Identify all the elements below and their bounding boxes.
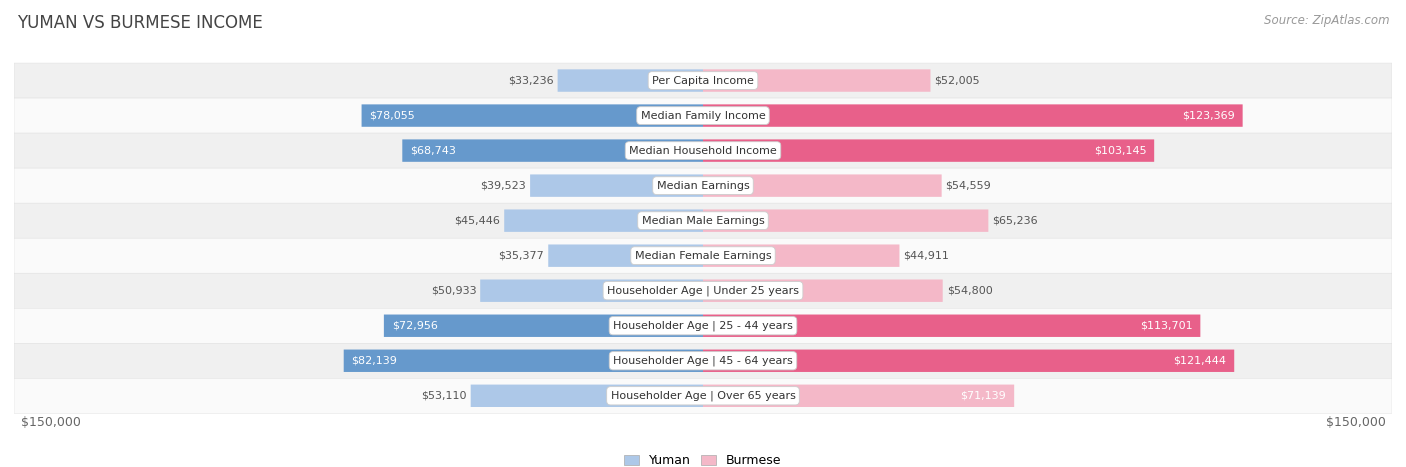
FancyBboxPatch shape <box>14 308 1392 343</box>
FancyBboxPatch shape <box>703 244 900 267</box>
Text: Householder Age | Under 25 years: Householder Age | Under 25 years <box>607 285 799 296</box>
Legend: Yuman, Burmese: Yuman, Burmese <box>619 449 787 467</box>
Text: $103,145: $103,145 <box>1094 146 1146 156</box>
Text: Per Capita Income: Per Capita Income <box>652 76 754 85</box>
Text: $39,523: $39,523 <box>481 181 526 191</box>
FancyBboxPatch shape <box>361 104 703 127</box>
Text: Median Female Earnings: Median Female Earnings <box>634 251 772 261</box>
FancyBboxPatch shape <box>481 279 703 302</box>
Text: YUMAN VS BURMESE INCOME: YUMAN VS BURMESE INCOME <box>17 14 263 32</box>
Text: $123,369: $123,369 <box>1182 111 1234 120</box>
Text: Householder Age | 45 - 64 years: Householder Age | 45 - 64 years <box>613 355 793 366</box>
FancyBboxPatch shape <box>703 174 942 197</box>
Text: $78,055: $78,055 <box>370 111 415 120</box>
Text: $50,933: $50,933 <box>430 286 477 296</box>
FancyBboxPatch shape <box>505 209 703 232</box>
Text: $82,139: $82,139 <box>352 356 398 366</box>
Text: $65,236: $65,236 <box>993 216 1038 226</box>
FancyBboxPatch shape <box>703 209 988 232</box>
FancyBboxPatch shape <box>14 273 1392 308</box>
Text: $54,559: $54,559 <box>946 181 991 191</box>
Text: $52,005: $52,005 <box>935 76 980 85</box>
Text: $45,446: $45,446 <box>454 216 501 226</box>
FancyBboxPatch shape <box>530 174 703 197</box>
Text: Median Family Income: Median Family Income <box>641 111 765 120</box>
Text: $35,377: $35,377 <box>499 251 544 261</box>
FancyBboxPatch shape <box>703 139 1154 162</box>
FancyBboxPatch shape <box>703 279 942 302</box>
FancyBboxPatch shape <box>14 133 1392 168</box>
FancyBboxPatch shape <box>14 203 1392 238</box>
Text: $71,139: $71,139 <box>960 391 1007 401</box>
FancyBboxPatch shape <box>402 139 703 162</box>
FancyBboxPatch shape <box>14 238 1392 273</box>
Text: $44,911: $44,911 <box>904 251 949 261</box>
Text: $150,000: $150,000 <box>21 416 80 429</box>
Text: Householder Age | Over 65 years: Householder Age | Over 65 years <box>610 390 796 401</box>
FancyBboxPatch shape <box>343 349 703 372</box>
FancyBboxPatch shape <box>703 349 1234 372</box>
Text: $33,236: $33,236 <box>508 76 554 85</box>
Text: Median Earnings: Median Earnings <box>657 181 749 191</box>
Text: $54,800: $54,800 <box>946 286 993 296</box>
FancyBboxPatch shape <box>548 244 703 267</box>
FancyBboxPatch shape <box>703 104 1243 127</box>
FancyBboxPatch shape <box>14 98 1392 133</box>
Text: $113,701: $113,701 <box>1140 321 1192 331</box>
Text: Median Household Income: Median Household Income <box>628 146 778 156</box>
FancyBboxPatch shape <box>703 315 1201 337</box>
FancyBboxPatch shape <box>14 168 1392 203</box>
Text: $53,110: $53,110 <box>422 391 467 401</box>
FancyBboxPatch shape <box>471 385 703 407</box>
FancyBboxPatch shape <box>384 315 703 337</box>
FancyBboxPatch shape <box>14 378 1392 413</box>
FancyBboxPatch shape <box>14 63 1392 98</box>
Text: $72,956: $72,956 <box>392 321 437 331</box>
FancyBboxPatch shape <box>558 69 703 92</box>
Text: Source: ZipAtlas.com: Source: ZipAtlas.com <box>1264 14 1389 27</box>
Text: $150,000: $150,000 <box>1326 416 1385 429</box>
Text: $121,444: $121,444 <box>1174 356 1226 366</box>
FancyBboxPatch shape <box>703 385 1014 407</box>
FancyBboxPatch shape <box>14 343 1392 378</box>
Text: $68,743: $68,743 <box>411 146 456 156</box>
FancyBboxPatch shape <box>703 69 931 92</box>
Text: Median Male Earnings: Median Male Earnings <box>641 216 765 226</box>
Text: Householder Age | 25 - 44 years: Householder Age | 25 - 44 years <box>613 320 793 331</box>
